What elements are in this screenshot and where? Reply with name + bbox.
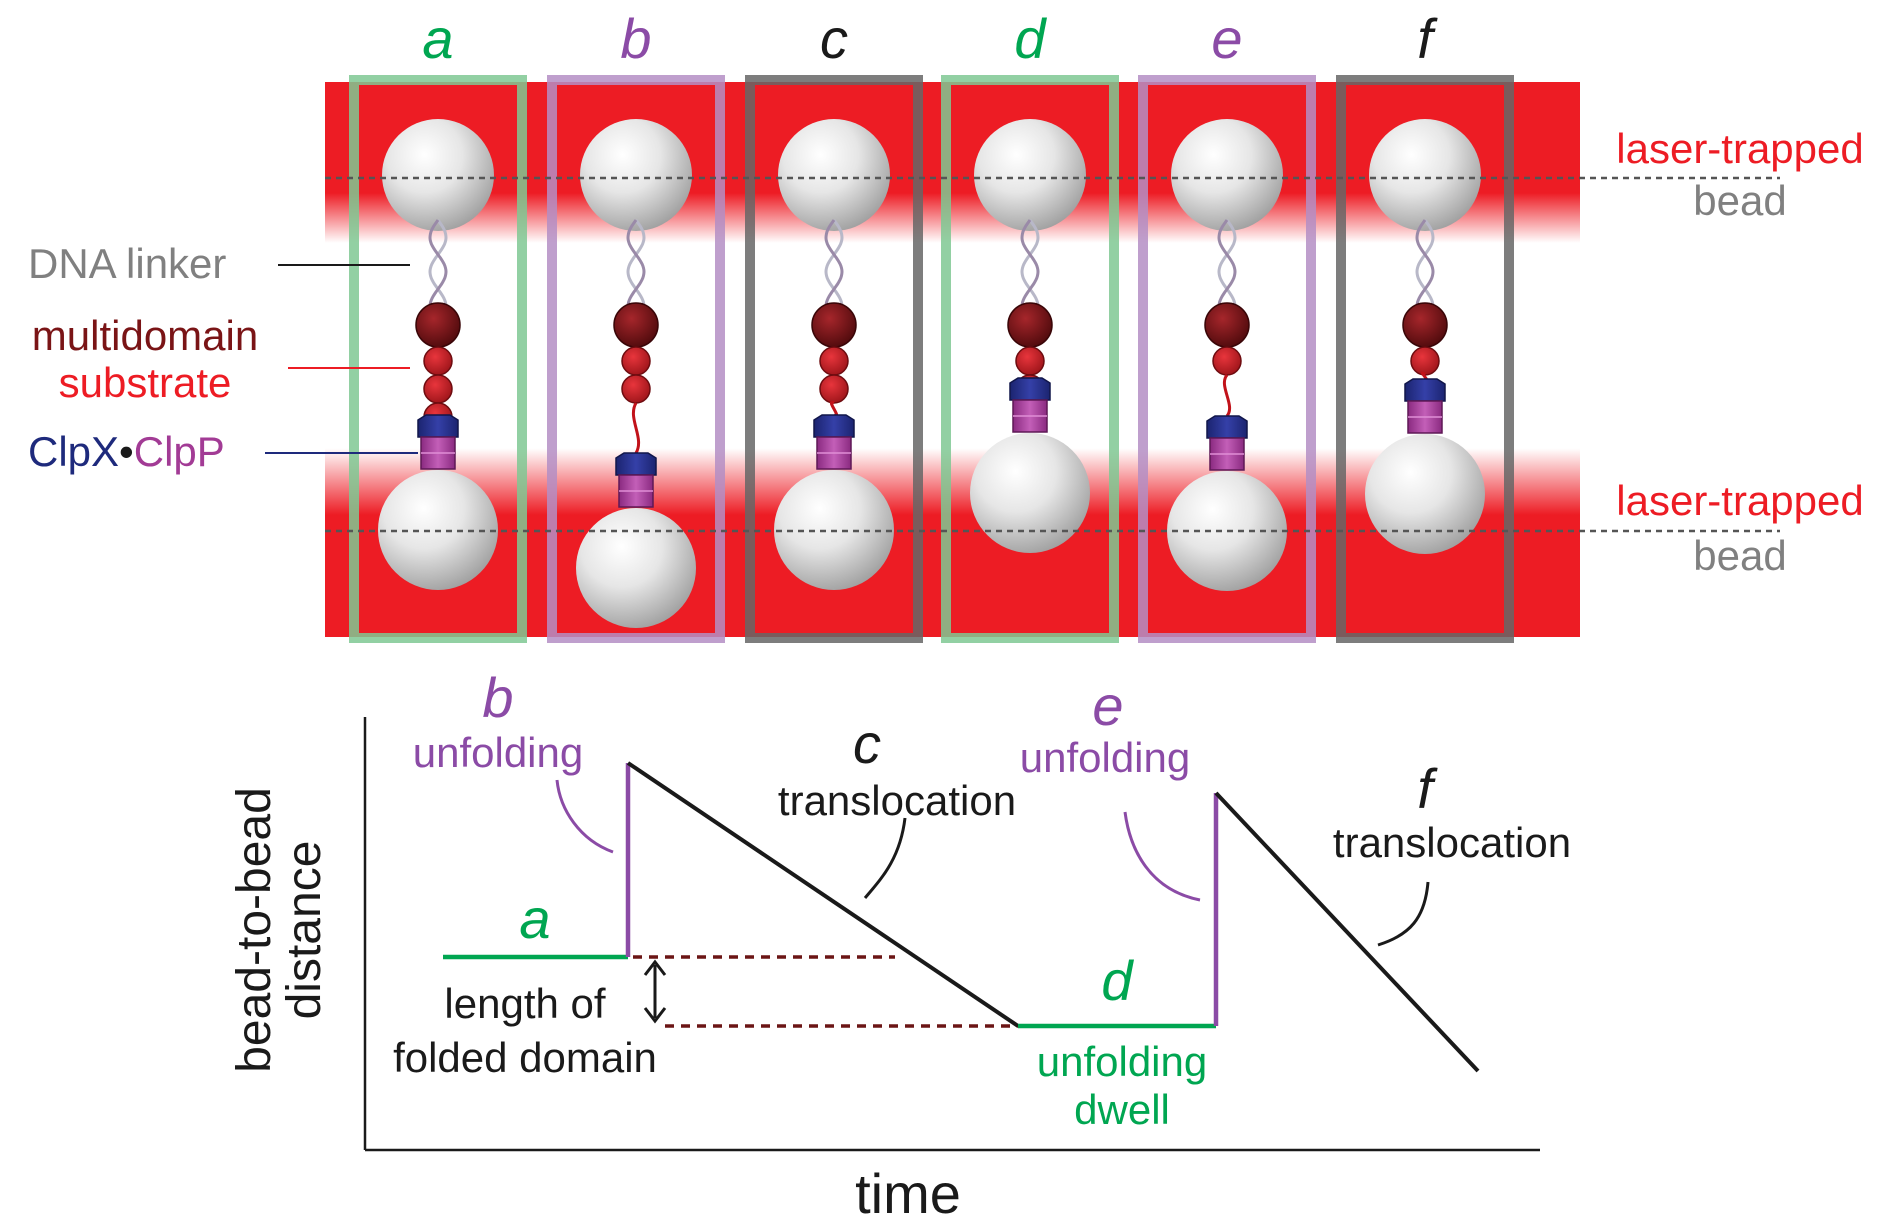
x-axis-label: time bbox=[855, 1162, 961, 1221]
y-axis-label-1: bead-to-bead bbox=[228, 787, 281, 1073]
annotation-b-letter: b bbox=[482, 666, 513, 729]
laser-bottom-label: laser-trapped bbox=[1616, 477, 1863, 524]
panel-frame-c bbox=[745, 75, 923, 643]
clpx-clpp-label: ClpX•ClpP bbox=[28, 428, 225, 475]
unfolded-polypeptide bbox=[631, 402, 641, 454]
substrate-domain bbox=[621, 374, 651, 404]
panel-d: d bbox=[941, 7, 1119, 643]
anchor-domain bbox=[1007, 302, 1053, 348]
top-bead bbox=[382, 119, 494, 231]
clpx-label: ClpX bbox=[28, 428, 119, 475]
panel-frame-e bbox=[1138, 75, 1316, 643]
clpx-icon bbox=[615, 452, 657, 476]
top-bead bbox=[778, 119, 890, 231]
dna-linker bbox=[1020, 219, 1040, 309]
substrate-domain bbox=[819, 346, 849, 376]
clpx-icon bbox=[1206, 415, 1248, 439]
callout-c bbox=[863, 817, 907, 899]
bottom-bead bbox=[970, 433, 1090, 553]
trace-plot: bead-to-bead distance time a b unfolding… bbox=[228, 666, 1571, 1221]
annotation-e-text: unfolding bbox=[1020, 734, 1190, 781]
bottom-bead bbox=[576, 508, 696, 628]
panel-frame-f bbox=[1336, 75, 1514, 643]
y-axis-label-2: distance bbox=[278, 841, 331, 1020]
annotation-b-text: unfolding bbox=[413, 729, 583, 776]
panel-letter-d: d bbox=[1014, 7, 1047, 70]
panel-frame-d bbox=[941, 75, 1119, 643]
panel-letter-c: c bbox=[820, 7, 848, 70]
clpp-label: ClpP bbox=[134, 428, 225, 475]
laser-bottom-bead-label: bead bbox=[1693, 532, 1786, 579]
top-bead bbox=[580, 119, 692, 231]
substrate-domain bbox=[1015, 346, 1045, 376]
substrate-domain bbox=[621, 346, 651, 376]
panel-letter-b: b bbox=[620, 7, 651, 70]
anchor-domain bbox=[1402, 302, 1448, 348]
substrate-label-2: substrate bbox=[59, 359, 232, 406]
clpx-icon bbox=[813, 414, 855, 438]
dna-linker bbox=[428, 219, 448, 309]
annotation-d-letter: d bbox=[1101, 949, 1134, 1012]
callout-b bbox=[555, 779, 614, 854]
top-bead bbox=[1369, 119, 1481, 231]
substrate-domain bbox=[423, 346, 453, 376]
bottom-bead bbox=[1365, 434, 1485, 554]
anchor-domain bbox=[811, 302, 857, 348]
substrate-domain bbox=[1212, 346, 1242, 376]
dna-linker bbox=[1217, 219, 1237, 309]
annotation-e-letter: e bbox=[1092, 674, 1123, 737]
anchor-domain bbox=[1204, 302, 1250, 348]
substrate-label-1: multidomain bbox=[32, 312, 258, 359]
panel-letter-e: e bbox=[1211, 7, 1242, 70]
annotation-c-text: translocation bbox=[778, 777, 1016, 824]
substrate-domain bbox=[819, 374, 849, 404]
panel-frame-b bbox=[547, 75, 725, 643]
callout-e bbox=[1123, 811, 1201, 902]
annotation-length-2: folded domain bbox=[393, 1034, 657, 1081]
annotation-c-letter: c bbox=[853, 712, 881, 775]
panel-letter-f: f bbox=[1417, 7, 1438, 70]
dna-linker-label: DNA linker bbox=[28, 240, 226, 287]
laser-top-bead-label: bead bbox=[1693, 177, 1786, 224]
trace-translocation-c bbox=[626, 761, 1020, 1028]
panel-frame-a bbox=[349, 75, 527, 643]
domain-length-arrow bbox=[643, 959, 667, 1024]
annotation-d-text-2: dwell bbox=[1074, 1086, 1170, 1133]
top-bead bbox=[1171, 119, 1283, 231]
trace-translocation-f bbox=[1214, 791, 1480, 1073]
dna-linker bbox=[1415, 219, 1435, 309]
clpx-icon bbox=[1404, 378, 1446, 402]
clpx-icon bbox=[417, 414, 459, 438]
annotation-a-letter: a bbox=[519, 887, 550, 950]
clpx-clpp-dot: • bbox=[119, 428, 134, 475]
anchor-domain bbox=[613, 302, 659, 348]
panel-letter-a: a bbox=[422, 7, 453, 70]
callout-f bbox=[1377, 881, 1430, 947]
substrate-domain bbox=[1410, 346, 1440, 376]
panel-a: a bbox=[349, 7, 527, 643]
annotation-f-letter: f bbox=[1417, 757, 1438, 820]
dna-linker bbox=[824, 219, 844, 309]
anchor-domain bbox=[415, 302, 461, 348]
annotation-f-text: translocation bbox=[1333, 819, 1571, 866]
top-bead bbox=[974, 119, 1086, 231]
annotation-d-text-1: unfolding bbox=[1037, 1038, 1207, 1085]
laser-top-label: laser-trapped bbox=[1616, 125, 1863, 172]
panel-b: b bbox=[547, 7, 725, 643]
dna-linker bbox=[626, 219, 646, 309]
clpx-icon bbox=[1009, 377, 1051, 401]
annotation-length-1: length of bbox=[444, 980, 605, 1027]
unfolded-polypeptide bbox=[1222, 374, 1232, 417]
substrate-domain bbox=[423, 374, 453, 404]
